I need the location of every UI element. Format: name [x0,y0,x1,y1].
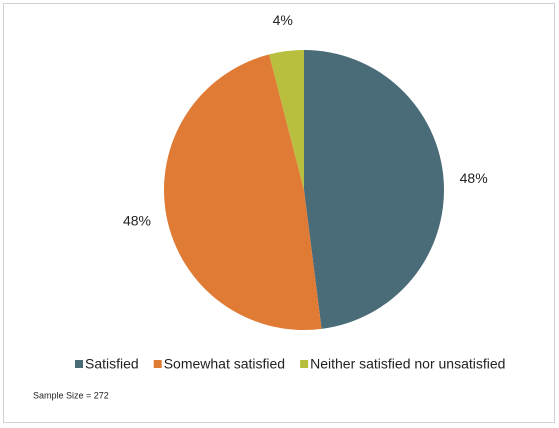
legend-swatch [153,360,162,368]
legend-label: Somewhat satisfied [164,356,285,372]
legend-swatch [300,360,309,368]
data-label: 4% [273,12,293,28]
legend-label: Satisfied [85,356,139,372]
legend-label: Neither satisfied nor unsatisfied [310,356,505,372]
data-label: 48% [123,213,151,229]
pie-slice [269,50,304,190]
pie-slice [304,50,444,329]
pie-slice [163,54,322,331]
legend-swatch [75,360,83,368]
data-label: 48% [460,170,488,186]
note: Sample Size = 272 [33,390,109,400]
